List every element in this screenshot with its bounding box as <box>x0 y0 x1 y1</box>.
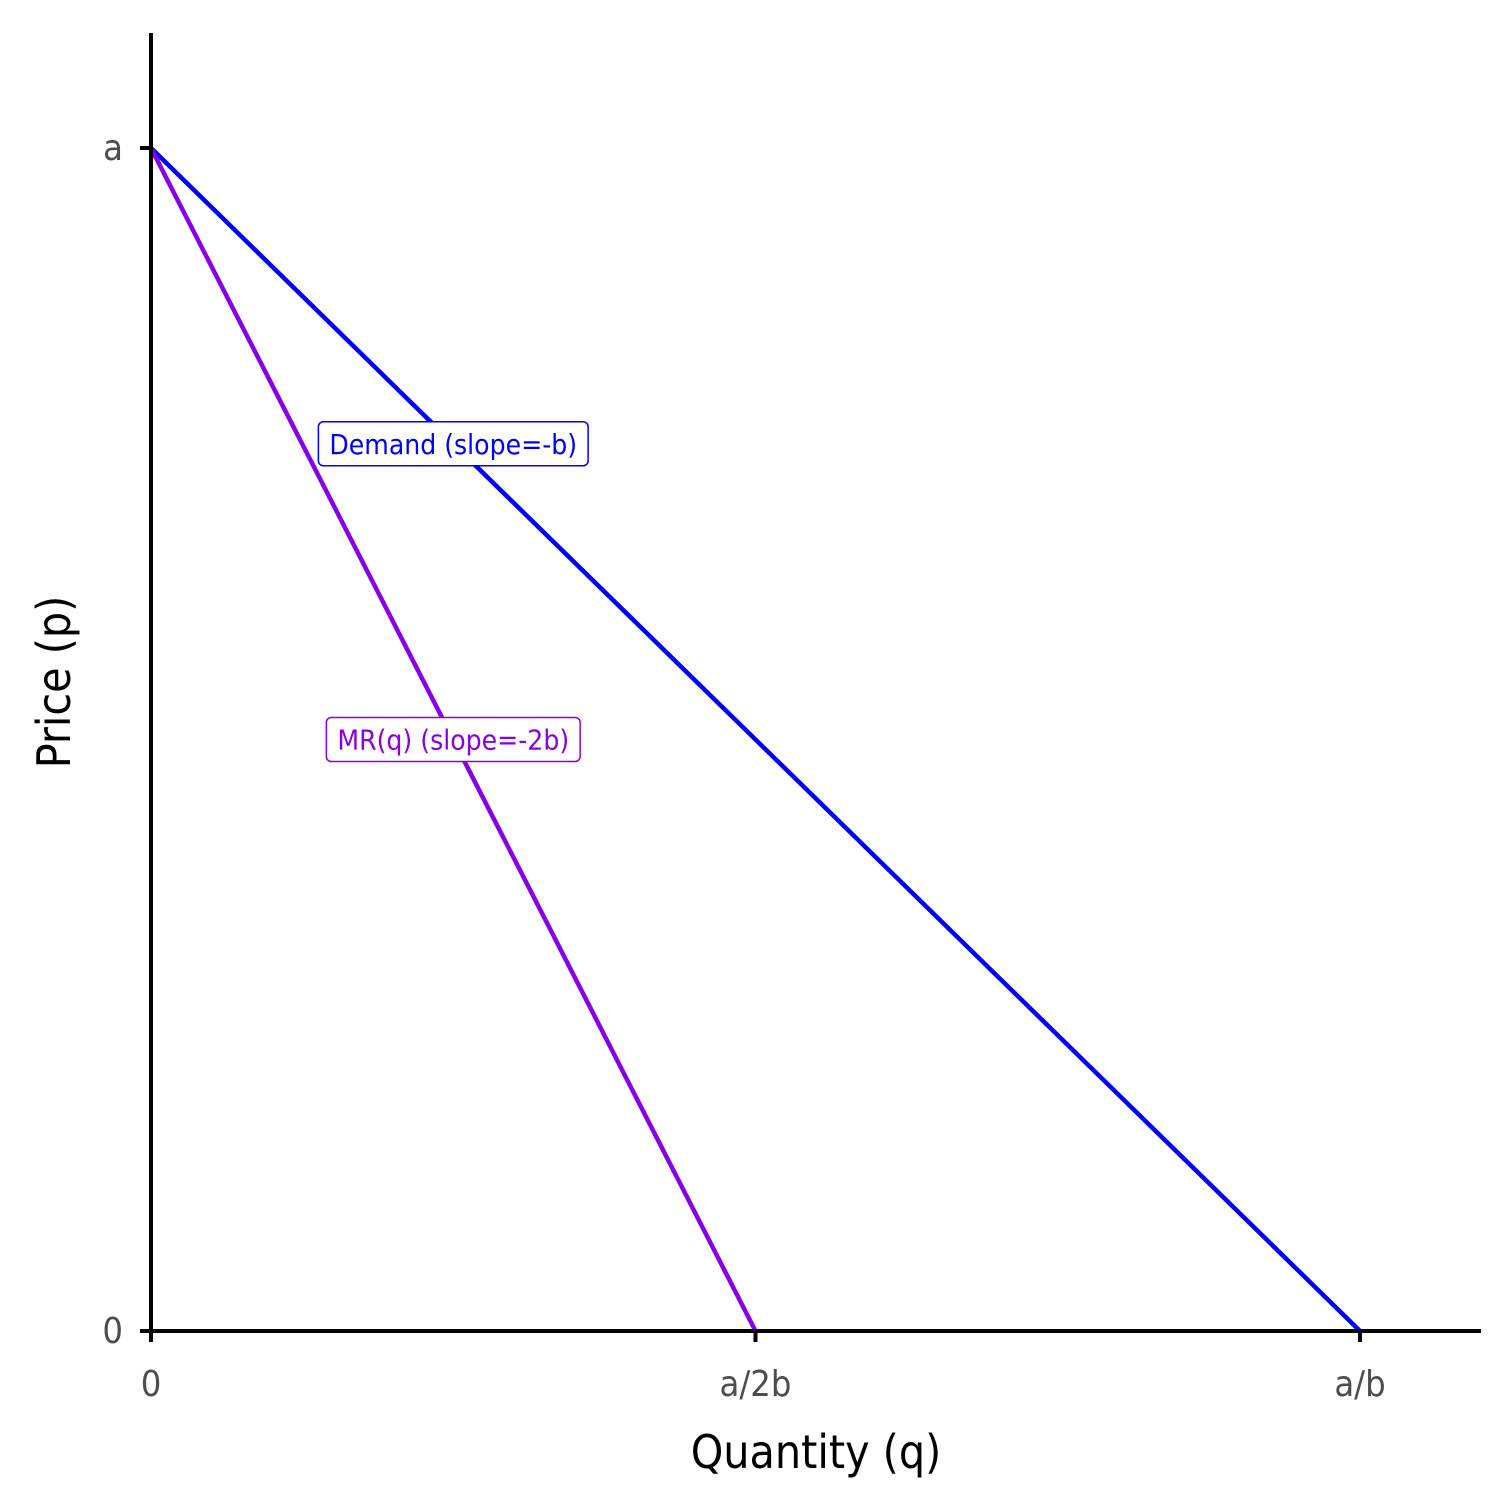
x-tick-label: a/2b <box>720 1364 792 1405</box>
x-tick-label: a/b <box>1334 1364 1385 1405</box>
x-axis-title: Quantity (q) <box>691 1425 942 1479</box>
series-line-demand <box>149 146 1362 1333</box>
y-tick-label: a <box>103 128 123 169</box>
axes-layer <box>149 33 1481 1333</box>
series-label-demand: Demand (slope=-b) <box>317 421 589 467</box>
series-label-box <box>317 421 589 467</box>
series-label-mr: MR(q) (slope=-2b) <box>325 716 581 763</box>
x-tick-label: 0 <box>141 1364 162 1405</box>
y-tick-label: 0 <box>102 1311 123 1352</box>
series-label-box <box>325 716 581 763</box>
series-label-text: MR(q) (slope=-2b) <box>337 724 569 757</box>
y-axis-title: Price (p) <box>27 596 81 769</box>
ticks-layer: 0 a/2b a/b 0 a <box>102 128 1385 1405</box>
labels-layer: Demand (slope=-b) MR(q) (slope=-2b) <box>317 421 589 763</box>
series-label-text: Demand (slope=-b) <box>329 428 577 461</box>
